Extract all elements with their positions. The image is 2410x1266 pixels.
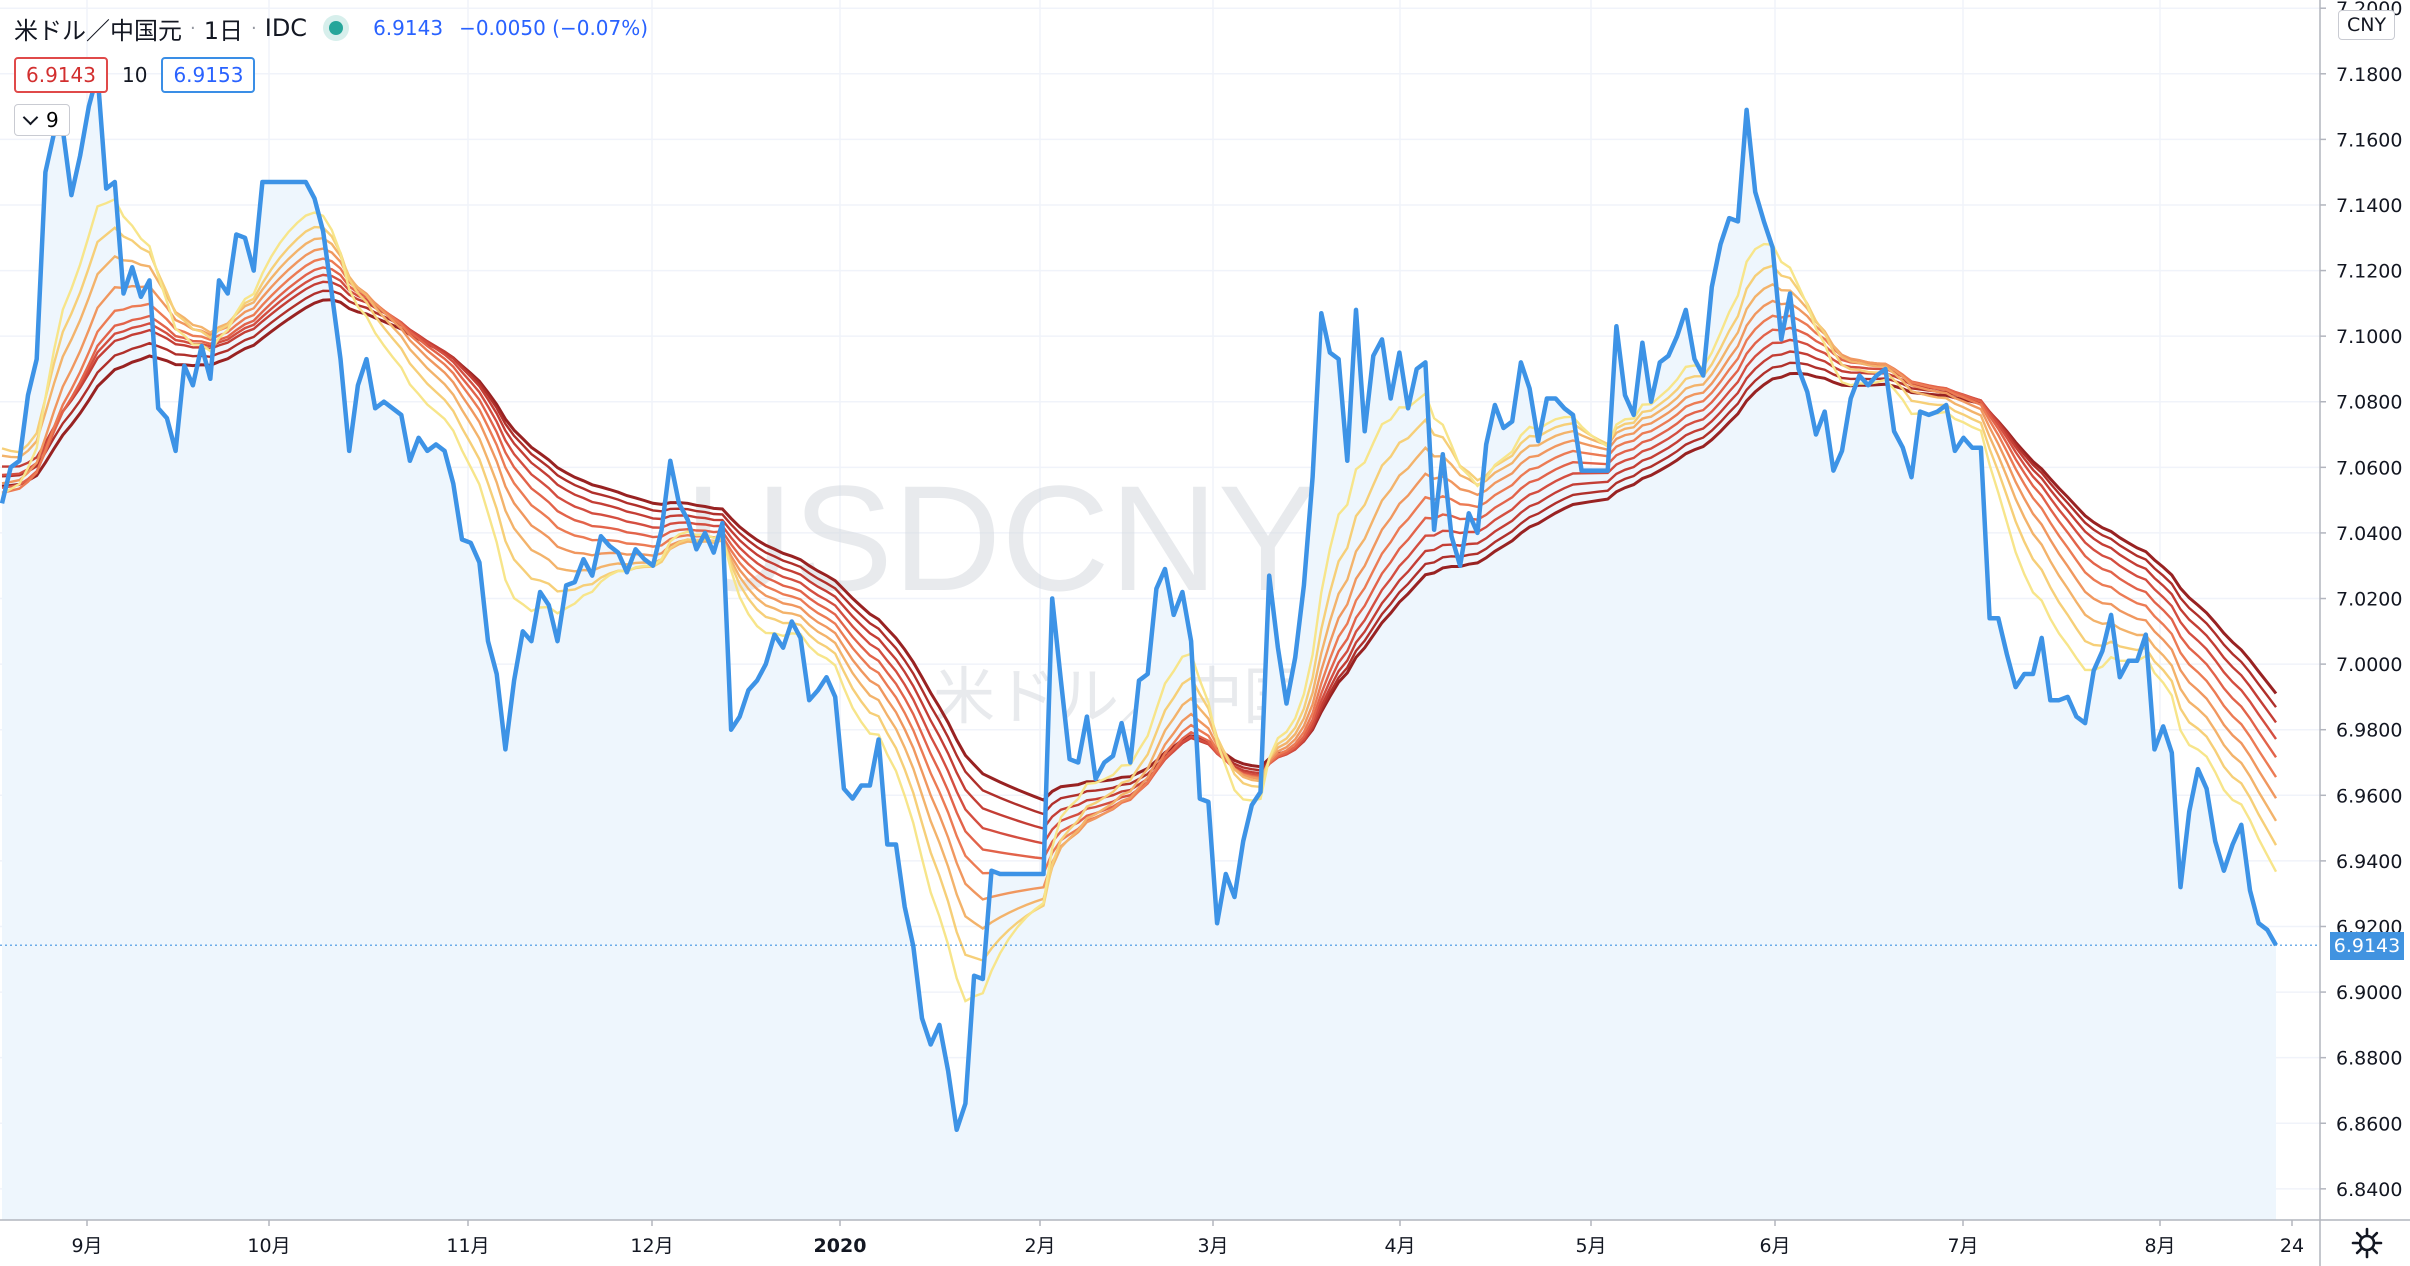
last-price: 6.9143	[373, 16, 444, 40]
symbol-name[interactable]: 米ドル／中国元	[14, 16, 182, 45]
y-tick-label: 7.1800	[2336, 64, 2402, 86]
gear-icon[interactable]	[2350, 1226, 2384, 1260]
exchange-label: IDC	[264, 14, 308, 42]
y-tick-label: 7.1600	[2336, 129, 2402, 151]
time-axis[interactable]: 9月 10月 11月 12月 2020 2月 3月 4月 5月 6月 7月 8月 24	[71, 1220, 2304, 1257]
indicator-value-b: 6.9153	[161, 57, 256, 93]
y-tick-label: 6.9000	[2336, 982, 2402, 1004]
indicator-count: 9	[46, 108, 59, 132]
y-tick-label: 6.9600	[2336, 785, 2402, 807]
price-axis[interactable]: 7.20007.18007.16007.14007.12007.10007.08…	[2320, 0, 2402, 1201]
y-tick-label: 7.0800	[2336, 392, 2402, 414]
ema-line-14	[1, 225, 2278, 962]
x-tick-label: 8月	[2144, 1235, 2175, 1257]
y-tick-label: 7.0200	[2336, 589, 2402, 611]
collapse-indicators-button[interactable]: 9	[14, 104, 70, 136]
x-tick-label: 3月	[1197, 1235, 1228, 1257]
ema-line-18	[1, 236, 2278, 930]
y-tick-label: 6.9400	[2336, 851, 2402, 873]
chevron-down-icon	[22, 109, 39, 126]
x-tick-label: 9月	[71, 1235, 102, 1257]
x-tick-label: 24	[2280, 1235, 2304, 1257]
price-change: −0.0050 (−0.07%)	[459, 16, 649, 40]
price-area	[2, 73, 2276, 1220]
ema-ribbon	[1, 197, 2278, 1003]
x-tick-label: 10月	[247, 1235, 290, 1257]
y-tick-label: 7.0400	[2336, 523, 2402, 545]
ema-line-46	[1, 298, 2278, 802]
y-tick-label: 7.0000	[2336, 654, 2402, 676]
x-tick-label: 4月	[1384, 1235, 1415, 1257]
y-tick-label: 7.1400	[2336, 195, 2402, 217]
indicator-legend[interactable]: 6.9143 10 6.9153	[14, 57, 256, 93]
last-price-label: 6.9143	[2330, 932, 2404, 960]
y-tick-label: 6.8400	[2336, 1179, 2402, 1201]
ema-line-10	[1, 197, 2278, 1003]
x-tick-label: 5月	[1575, 1235, 1606, 1257]
y-tick-label: 6.9800	[2336, 720, 2402, 742]
y-tick-label: 7.1000	[2336, 326, 2402, 348]
indicator-period: 10	[121, 63, 148, 87]
x-tick-label: 6月	[1759, 1235, 1790, 1257]
separator: ·	[251, 17, 257, 39]
price-line[interactable]	[0, 71, 2278, 1133]
indicator-value-a: 6.9143	[14, 57, 108, 93]
y-tick-label: 7.1200	[2336, 261, 2402, 283]
currency-button[interactable]: CNY	[2338, 10, 2396, 40]
x-tick-label: 2020	[814, 1235, 867, 1257]
x-tick-label: 2月	[1024, 1235, 1055, 1257]
y-tick-label: 6.8800	[2336, 1048, 2402, 1070]
ema-line-22	[1, 247, 2278, 901]
status-dot-icon	[329, 21, 344, 35]
separator: ·	[190, 17, 196, 39]
y-tick-label: 6.8600	[2336, 1113, 2402, 1135]
x-tick-label: 11月	[446, 1235, 489, 1257]
x-tick-label: 12月	[630, 1235, 673, 1257]
x-tick-label: 7月	[1947, 1235, 1978, 1257]
symbol-header: 米ドル／中国元 · 1日 · IDC 6.9143 −0.0050 (−0.07…	[14, 10, 648, 46]
y-tick-label: 7.0600	[2336, 457, 2402, 479]
interval-label[interactable]: 1日	[203, 16, 244, 45]
